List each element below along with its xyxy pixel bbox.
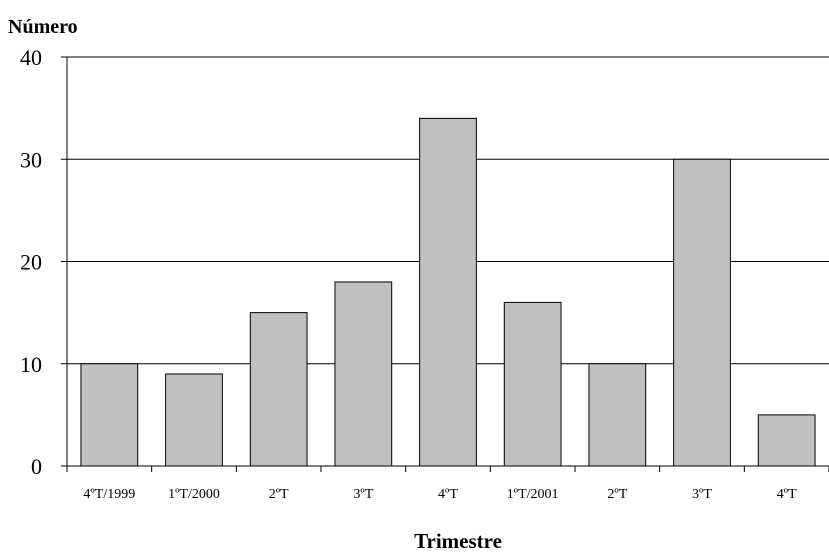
y-ticks: 0 10 20 30 40 bbox=[20, 45, 67, 479]
x-tick-label: 3ºT bbox=[692, 487, 712, 502]
x-tick-label: 3ºT bbox=[353, 487, 373, 502]
x-tick-label: 2ºT bbox=[269, 487, 289, 502]
x-axis-label: Trimestre bbox=[414, 529, 502, 553]
x-tick-label: 4ºT bbox=[777, 487, 797, 502]
bars bbox=[80, 117, 816, 467]
bar bbox=[757, 414, 816, 467]
bar bbox=[80, 363, 139, 467]
x-tick-label: 2ºT bbox=[607, 487, 627, 502]
y-axis-label: Número bbox=[8, 16, 78, 38]
bar bbox=[588, 363, 647, 467]
x-tick-label: 1ºT/2001 bbox=[507, 487, 559, 502]
y-tick-label: 40 bbox=[20, 45, 42, 70]
x-tick-label: 4ºT/1999 bbox=[83, 487, 135, 502]
y-tick-label: 30 bbox=[20, 147, 42, 172]
x-tick-label: 1ºT/2000 bbox=[168, 487, 220, 502]
y-tick-label: 20 bbox=[20, 250, 42, 275]
bar bbox=[503, 301, 562, 467]
x-ticks: 4ºT/1999 1ºT/2000 2ºT 3ºT 4ºT 1ºT/2001 2ºT 3ºT 4… bbox=[66, 466, 829, 502]
bar bbox=[249, 312, 308, 467]
bar bbox=[165, 373, 223, 467]
y-tick-label: 0 bbox=[31, 454, 42, 479]
bar bbox=[419, 117, 477, 467]
x-tick-label: 4ºT bbox=[438, 487, 458, 502]
y-tick-label: 10 bbox=[20, 352, 42, 377]
bar bbox=[334, 281, 393, 467]
bar bbox=[673, 158, 731, 467]
